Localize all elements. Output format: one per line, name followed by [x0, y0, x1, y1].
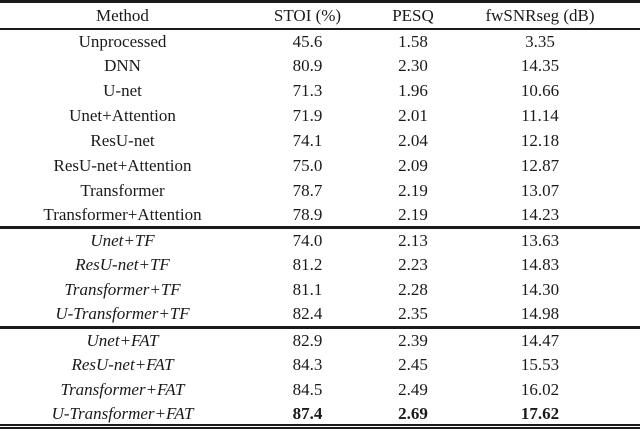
pesq-cell: 2.23: [398, 255, 428, 275]
pesq-cell: 2.39: [398, 330, 428, 350]
stoi-cell: 71.3: [292, 81, 323, 101]
table-section-tf-variants: Unet+TF 74.0 2.13 13.63 ResU-net+TF 81.2 2.23 1…: [0, 227, 640, 328]
stoi-cell: 74.0: [292, 231, 323, 251]
stoi-cell: 84.5: [292, 379, 323, 399]
method-cell: Unprocessed: [78, 31, 167, 51]
method-cell: ResU-net+Attention: [53, 155, 192, 175]
pesq-cell: 2.49: [398, 379, 428, 399]
method-cell: Transformer+TF: [64, 280, 181, 300]
table-row: ResU-net 74.1 2.04 12.18: [0, 128, 640, 153]
stoi-cell: 74.1: [292, 131, 323, 150]
stoi-cell: 81.1: [292, 280, 323, 300]
stoi-cell: 81.2: [292, 255, 323, 275]
method-cell: Unet+TF: [90, 231, 155, 251]
fwsnrseg-cell: 14.23: [520, 204, 560, 224]
pesq-cell: 2.19: [398, 204, 428, 224]
method-cell: Transformer+Attention: [43, 204, 202, 224]
table-row: Transformer+Attention 78.9 2.19 14.23: [0, 203, 640, 228]
stoi-cell: 78.9: [292, 204, 323, 224]
pesq-cell: 2.35: [398, 304, 428, 324]
stoi-cell: 82.4: [292, 304, 323, 324]
table-row: ResU-net+FAT 84.3 2.45 15.53: [0, 352, 640, 377]
pesq-cell: 2.04: [398, 131, 428, 150]
pesq-cell: 2.45: [398, 355, 428, 375]
fwsnrseg-cell: 16.02: [520, 379, 560, 399]
header-stoi: STOI (%): [273, 5, 342, 25]
method-cell: Transformer+FAT: [60, 379, 185, 399]
pesq-cell: 2.13: [398, 231, 428, 251]
table-row: Unet+Attention 71.9 2.01 11.14: [0, 103, 640, 128]
pesq-cell: 2.30: [398, 56, 428, 76]
fwsnrseg-cell: 11.14: [521, 106, 559, 126]
table-section-fat-variants: Unet+FAT 82.9 2.39 14.47 ResU-net+FAT 84.3 2.4…: [0, 327, 640, 427]
header-pesq: PESQ: [392, 5, 434, 25]
method-cell: DNN: [104, 56, 141, 76]
stoi-cell: 78.7: [292, 180, 323, 200]
pesq-cell: 1.58: [398, 31, 428, 51]
pesq-cell: 2.19: [398, 180, 428, 200]
pesq-cell: 1.96: [398, 81, 428, 101]
table-row: Transformer+FAT 84.5 2.49 16.02: [0, 377, 640, 402]
table-header: Method STOI (%) PESQ fwSNRseg (dB): [0, 2, 640, 29]
table-section-baselines: Unprocessed 45.6 1.58 3.35 DNN 80.9 2.30 14.35 U…: [0, 29, 640, 228]
results-table: Method STOI (%) PESQ fwSNRseg (dB) Unpro…: [0, 0, 640, 430]
stoi-cell: 82.9: [292, 330, 323, 350]
pesq-cell: 2.69: [398, 403, 428, 423]
fwsnrseg-cell: 14.47: [520, 330, 560, 350]
fwsnrseg-cell: 14.83: [520, 255, 560, 275]
stoi-cell: 71.9: [292, 106, 323, 126]
method-cell: Transformer: [80, 180, 165, 200]
method-cell: ResU-net: [90, 131, 155, 150]
method-cell: ResU-net+FAT: [71, 355, 174, 375]
table-row: Transformer+TF 81.1 2.28 14.30: [0, 277, 640, 302]
table-row: U-Transformer+TF 82.4 2.35 14.98: [0, 302, 640, 327]
fwsnrseg-cell: 14.98: [520, 304, 560, 324]
table-row: Unet+TF 74.0 2.13 13.63: [0, 228, 640, 253]
method-cell: Unet+FAT: [86, 330, 159, 350]
fwsnrseg-cell: 14.35: [520, 56, 560, 76]
method-cell: U-net: [103, 81, 142, 101]
stoi-cell: 45.6: [292, 31, 323, 51]
table-row: U-net 71.3 1.96 10.66: [0, 78, 640, 103]
fwsnrseg-cell: 13.63: [520, 231, 560, 251]
method-cell: U-Transformer+FAT: [51, 403, 194, 423]
table-row: ResU-net+TF 81.2 2.23 14.83: [0, 253, 640, 278]
stoi-cell: 87.4: [292, 403, 323, 423]
fwsnrseg-cell: 15.53: [520, 355, 560, 375]
table-row: Unet+FAT 82.9 2.39 14.47: [0, 327, 640, 352]
method-cell: Unet+Attention: [69, 106, 176, 126]
table-row: DNN 80.9 2.30 14.35: [0, 53, 640, 78]
table-row: U-Transformer+FAT 87.4 2.69 17.62: [0, 402, 640, 427]
header-method: Method: [96, 5, 149, 25]
pesq-cell: 2.09: [398, 155, 428, 175]
stoi-cell: 75.0: [292, 155, 323, 175]
fwsnrseg-cell: 13.07: [520, 180, 560, 200]
fwsnrseg-cell: 17.62: [520, 403, 560, 423]
table-row: Unprocessed 45.6 1.58 3.35: [0, 29, 640, 54]
stoi-cell: 80.9: [292, 56, 323, 76]
fwsnrseg-cell: 3.35: [525, 31, 555, 51]
pesq-cell: 2.01: [398, 106, 428, 126]
table-row: ResU-net+Attention 75.0 2.09 12.87: [0, 153, 640, 178]
table-row: Transformer 78.7 2.19 13.07: [0, 178, 640, 203]
fwsnrseg-cell: 14.30: [520, 280, 560, 300]
fwsnrseg-cell: 10.66: [520, 81, 560, 101]
pesq-cell: 2.28: [398, 280, 428, 300]
method-cell: U-Transformer+TF: [55, 304, 190, 324]
method-cell: ResU-net+TF: [75, 255, 170, 275]
fwsnrseg-cell: 12.18: [520, 131, 560, 150]
header-fwsnrseg: fwSNRseg (dB): [485, 5, 595, 25]
fwsnrseg-cell: 12.87: [520, 155, 560, 175]
header-row: Method STOI (%) PESQ fwSNRseg (dB): [0, 2, 640, 29]
stoi-cell: 84.3: [292, 355, 323, 375]
